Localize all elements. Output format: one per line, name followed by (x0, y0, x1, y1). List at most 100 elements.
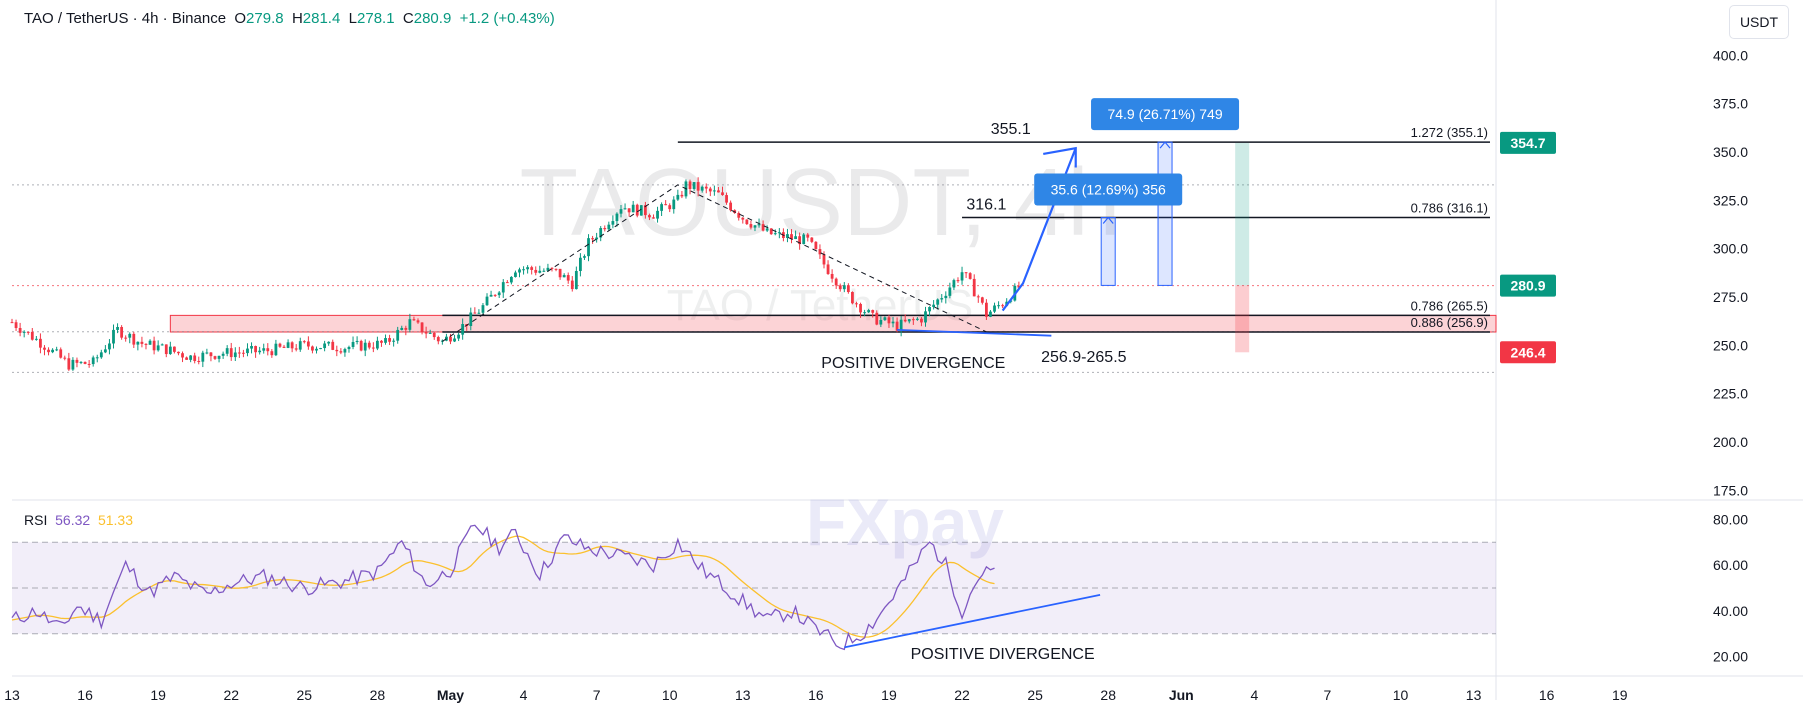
time-tick-label: 4 (520, 687, 528, 703)
measure-range (1100, 217, 1116, 286)
candle-body (286, 342, 290, 348)
candle-body (477, 312, 481, 314)
candle-body (116, 326, 119, 330)
candle-body (623, 208, 627, 210)
candle-body (704, 186, 708, 189)
candle-body (14, 322, 18, 329)
candle-body (911, 319, 915, 321)
candle-body (485, 296, 489, 306)
candle-body (753, 225, 757, 228)
candle-body (879, 319, 883, 325)
candle-body (428, 332, 432, 334)
candle-body (91, 357, 95, 365)
candle-body (319, 348, 322, 350)
time-tick-label: 19 (150, 687, 166, 703)
measure-label-box (1034, 173, 1183, 206)
candle-body (55, 349, 59, 351)
time-tick-label: 16 (1539, 687, 1555, 703)
candle-body (420, 322, 424, 333)
currency-button[interactable]: USDT (1729, 5, 1789, 39)
candle-body (201, 352, 205, 362)
rsi-ma-line (11, 535, 995, 638)
candle-body (136, 341, 140, 345)
candle-body (798, 236, 802, 245)
candle-body (18, 328, 22, 333)
candle-body (574, 270, 578, 290)
candle-body (627, 208, 631, 213)
candle-body (254, 346, 257, 353)
time-tick-label: 19 (881, 687, 897, 703)
candle-body (148, 340, 152, 345)
candle-body (721, 192, 724, 196)
candle-body (481, 305, 485, 313)
candle-body (611, 221, 615, 225)
chart-annotation-text: 256.9-265.5 (1041, 349, 1127, 366)
price-tick-label: 375.0 (1713, 96, 1748, 112)
candle-body (290, 342, 294, 349)
watermark-logo: FXpay (806, 485, 1004, 559)
candle-body (209, 352, 213, 357)
candle-body (95, 357, 99, 359)
candle-body (505, 282, 509, 284)
candle-body (615, 213, 619, 222)
candle-body (648, 215, 651, 218)
candle-body (67, 358, 71, 370)
candle-body (144, 343, 148, 345)
candle-body (875, 312, 879, 325)
rsi-divergence-label: POSITIVE DIVERGENCE (911, 646, 1095, 663)
candle-body (270, 351, 274, 356)
time-tick-label: 16 (808, 687, 824, 703)
candle-body (794, 236, 797, 240)
time-tick-label: 16 (77, 687, 93, 703)
candle-body (838, 285, 842, 290)
candle-body (822, 254, 826, 265)
candle-body (59, 349, 63, 358)
candle-body (631, 204, 635, 213)
candle-body (534, 269, 538, 273)
time-tick-label: Jun (1169, 687, 1194, 703)
candle-body (347, 346, 351, 350)
candle-body (233, 352, 237, 358)
candle-body (489, 294, 493, 297)
open-label: O (234, 10, 247, 27)
candle-body (993, 305, 996, 312)
projection-arrowhead (1043, 146, 1077, 168)
candle-body (103, 349, 107, 353)
candle-body (773, 233, 777, 235)
rsi-header: RSI 56.32 51.33 (24, 512, 133, 528)
candle-body (660, 204, 663, 211)
time-tick-label: 19 (1612, 687, 1628, 703)
candle-body (351, 342, 355, 347)
time-tick-label: 13 (1466, 687, 1482, 703)
candle-body (376, 340, 379, 349)
candle-body (412, 319, 416, 321)
candle-body (956, 280, 960, 282)
candle-body (855, 303, 858, 305)
candle-body (193, 355, 197, 361)
time-tick-label: 13 (735, 687, 751, 703)
candle-body (250, 346, 253, 349)
price-tick-label: 325.0 (1713, 192, 1748, 208)
candle-body (43, 347, 46, 350)
candle-body (863, 312, 866, 314)
candle-body (461, 324, 465, 335)
price-badge (1500, 341, 1556, 364)
candle-body (1017, 285, 1021, 288)
candle-body (164, 344, 168, 355)
candle-body (99, 352, 103, 358)
time-tick-label: 28 (370, 687, 386, 703)
candle-body (566, 275, 570, 281)
candle-body (79, 361, 83, 363)
support-zone (169, 314, 1497, 333)
candle-body (550, 267, 554, 269)
candle-body (729, 202, 733, 211)
candle-body (725, 195, 728, 203)
candle-body (579, 257, 582, 271)
candle-body (363, 342, 367, 351)
candle-body (404, 327, 408, 330)
candle-body (30, 331, 34, 340)
candle-body (327, 341, 331, 344)
candle-body (936, 299, 940, 305)
candle-body (432, 332, 436, 338)
